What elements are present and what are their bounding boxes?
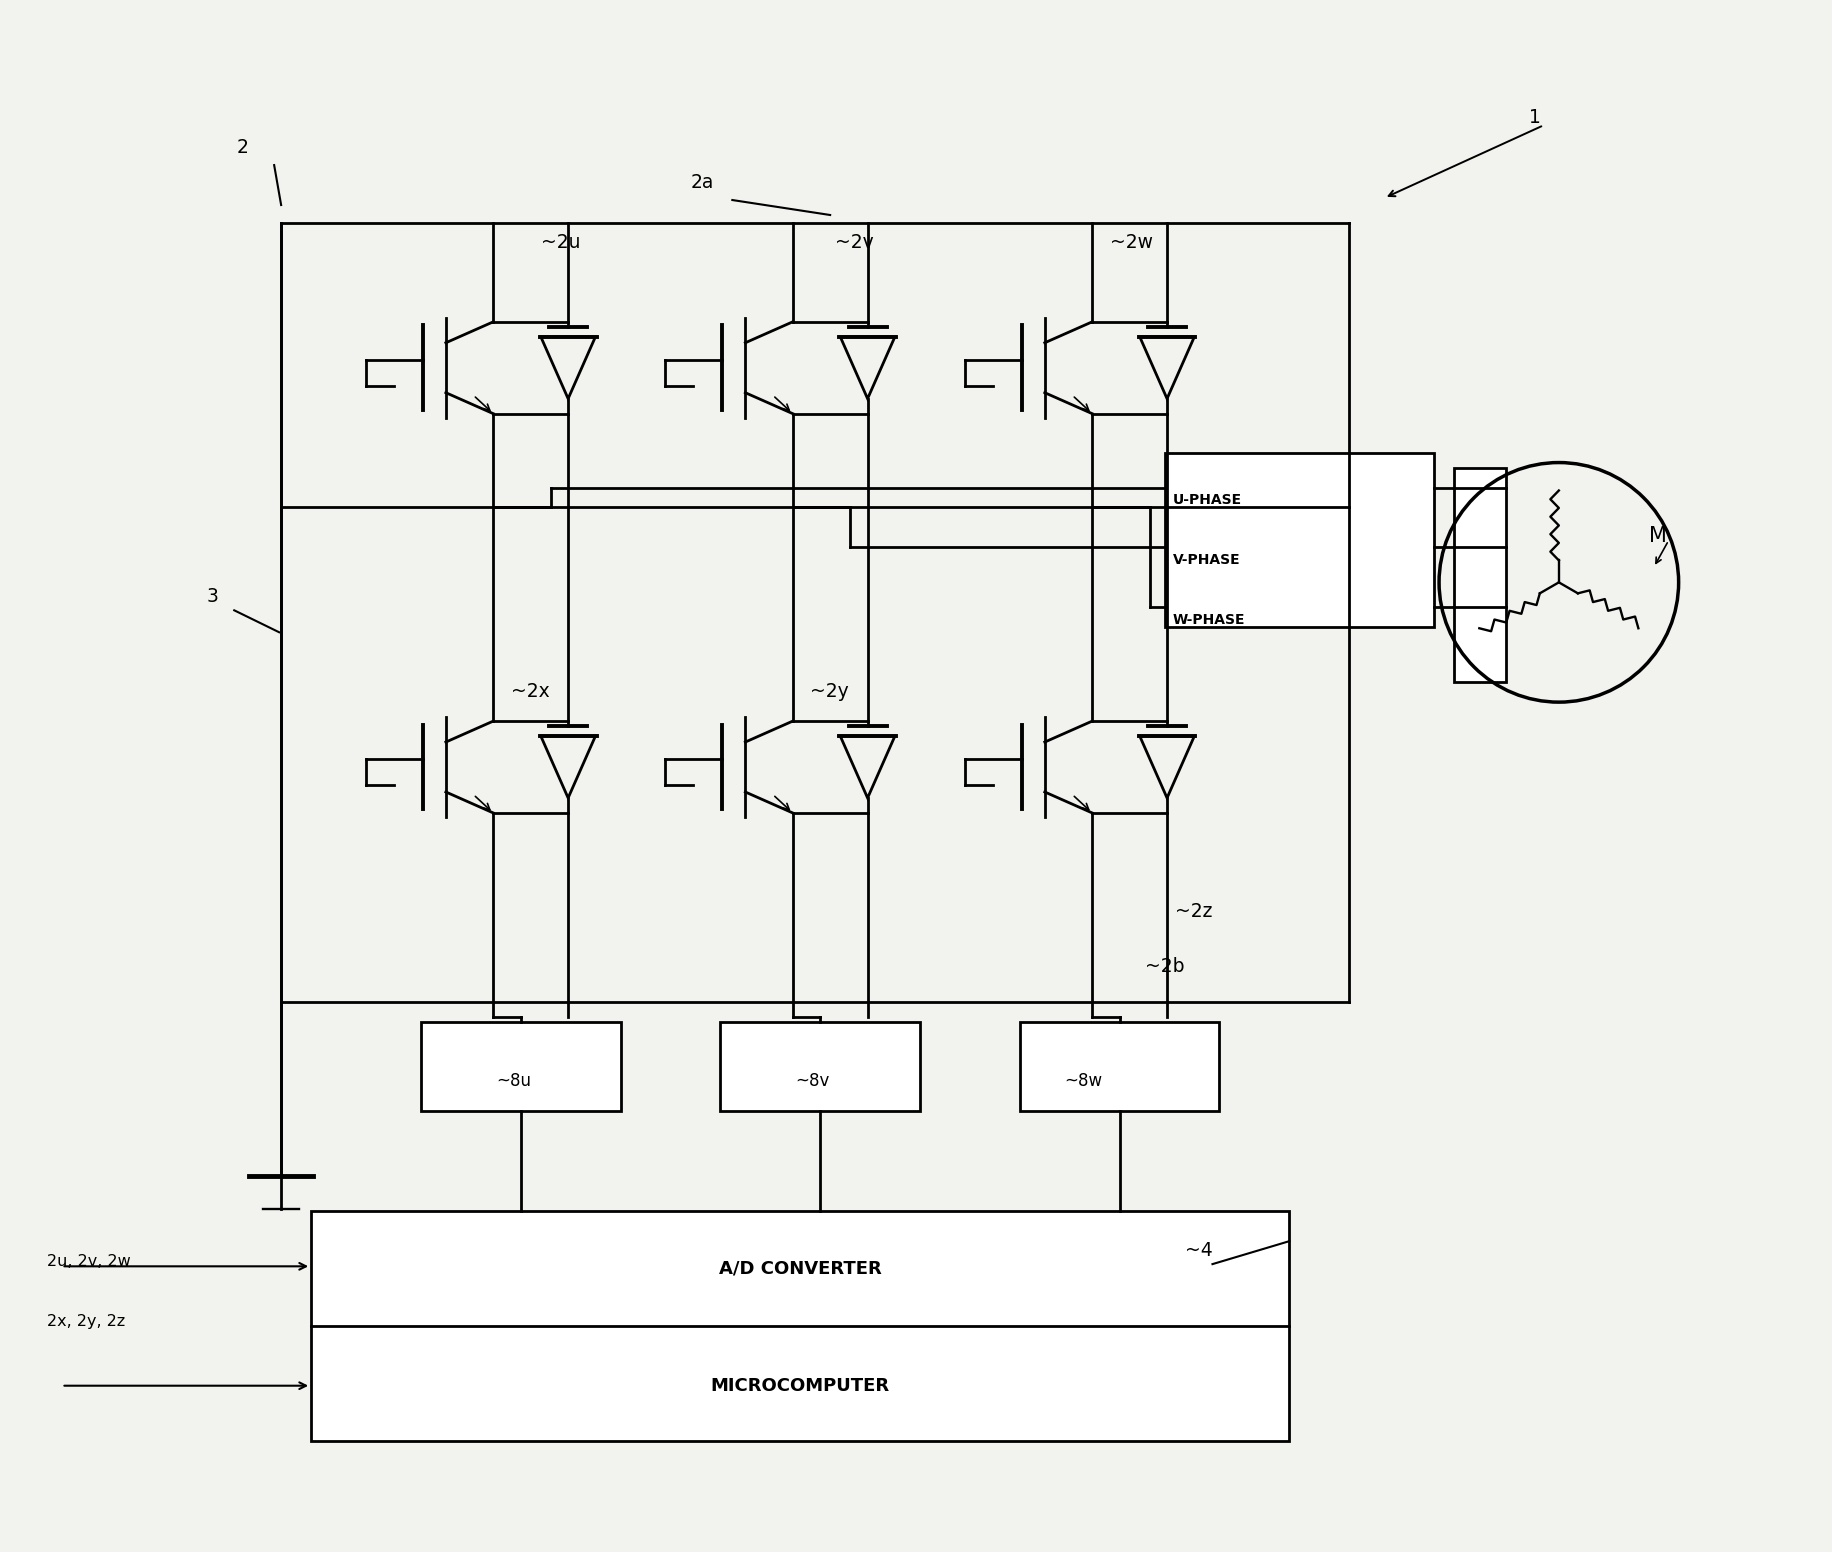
Text: ~2w: ~2w xyxy=(1108,233,1152,251)
Text: A/D CONVERTER: A/D CONVERTER xyxy=(718,1260,881,1277)
Text: M: M xyxy=(1647,526,1665,546)
Text: W-PHASE: W-PHASE xyxy=(1172,613,1244,627)
Text: ~2y: ~2y xyxy=(810,683,848,702)
Text: 1: 1 xyxy=(1528,109,1541,127)
Text: 2x, 2y, 2z: 2x, 2y, 2z xyxy=(46,1315,125,1329)
Bar xyxy=(1019,1021,1218,1111)
Bar xyxy=(1453,467,1506,683)
Text: ~2u: ~2u xyxy=(540,233,581,251)
Bar xyxy=(421,1021,621,1111)
Text: ~8w: ~8w xyxy=(1064,1072,1103,1091)
Bar xyxy=(1163,453,1433,627)
Text: 2a: 2a xyxy=(691,174,713,192)
Text: ~8v: ~8v xyxy=(795,1072,830,1091)
Text: ~2v: ~2v xyxy=(835,233,874,251)
Text: U-PHASE: U-PHASE xyxy=(1172,494,1240,508)
Text: ~2b: ~2b xyxy=(1143,956,1183,976)
Text: 2u, 2v, 2w: 2u, 2v, 2w xyxy=(46,1254,130,1270)
Text: MICROCOMPUTER: MICROCOMPUTER xyxy=(711,1377,889,1395)
Text: ~2x: ~2x xyxy=(511,683,550,702)
Text: 3: 3 xyxy=(207,587,218,607)
Text: ~2z: ~2z xyxy=(1174,902,1211,920)
Text: ~8u: ~8u xyxy=(495,1072,531,1091)
Text: V-PHASE: V-PHASE xyxy=(1172,554,1240,568)
Text: 2: 2 xyxy=(236,138,247,157)
Bar xyxy=(720,1021,920,1111)
Text: ~4: ~4 xyxy=(1183,1242,1211,1260)
Bar xyxy=(311,1211,1288,1440)
